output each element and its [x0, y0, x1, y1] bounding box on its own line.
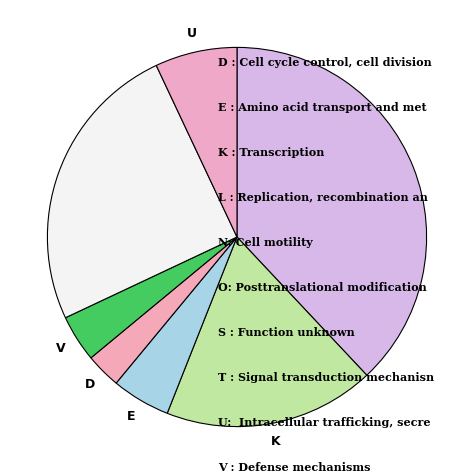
- Wedge shape: [167, 237, 367, 427]
- Wedge shape: [91, 237, 237, 383]
- Text: D: D: [84, 378, 95, 391]
- Wedge shape: [47, 65, 237, 318]
- Wedge shape: [156, 47, 237, 237]
- Text: T : Signal transduction mechanisn: T : Signal transduction mechanisn: [218, 372, 434, 383]
- Wedge shape: [65, 237, 237, 358]
- Text: K: K: [271, 435, 281, 448]
- Wedge shape: [116, 237, 237, 413]
- Wedge shape: [237, 47, 427, 375]
- Text: E : Amino acid transport and met: E : Amino acid transport and met: [218, 102, 427, 113]
- Text: U: U: [186, 27, 197, 40]
- Text: V: V: [56, 342, 66, 355]
- Text: L : Replication, recombination an: L : Replication, recombination an: [218, 192, 428, 203]
- Text: D : Cell cycle control, cell division: D : Cell cycle control, cell division: [218, 57, 432, 68]
- Text: E: E: [127, 410, 135, 423]
- Text: N: Cell motility: N: Cell motility: [218, 237, 313, 248]
- Text: V : Defense mechanisms: V : Defense mechanisms: [218, 462, 371, 473]
- Text: K : Transcription: K : Transcription: [218, 147, 324, 158]
- Text: O: Posttranslational modification: O: Posttranslational modification: [218, 282, 427, 293]
- Text: S : Function unknown: S : Function unknown: [218, 327, 355, 338]
- Text: U:  Intracellular trafficking, secre: U: Intracellular trafficking, secre: [218, 417, 430, 428]
